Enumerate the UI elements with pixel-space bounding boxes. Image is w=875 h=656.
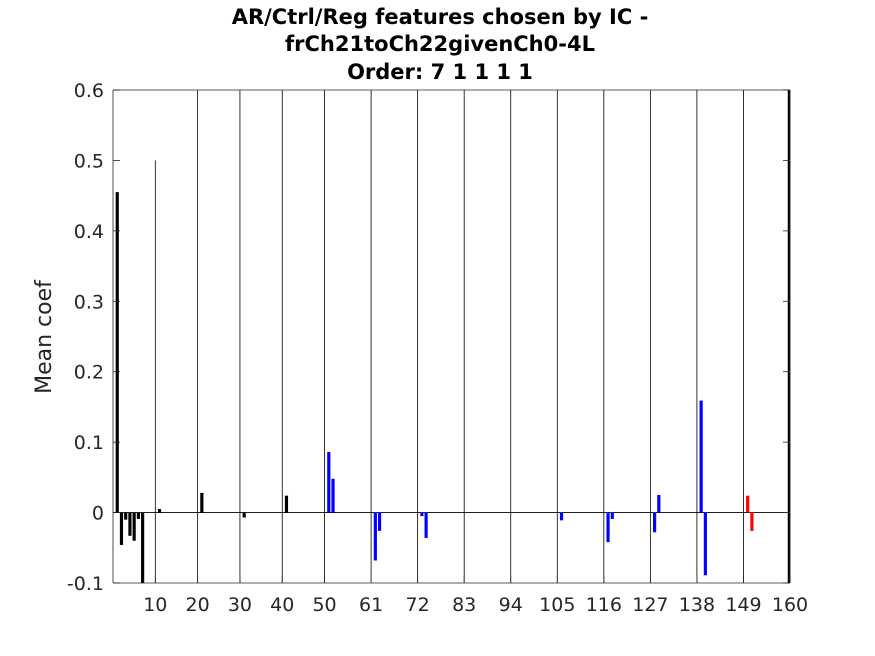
bar <box>559 512 564 521</box>
x-tick-label: 61 <box>359 594 383 616</box>
x-tick-label: 105 <box>539 594 575 616</box>
y-tick-label: 0 <box>92 503 104 525</box>
bar <box>653 512 657 533</box>
x-tick-label: 10 <box>143 594 167 616</box>
bar <box>284 495 289 513</box>
plot-area <box>113 90 790 583</box>
x-ticks: 10 20 30 40 50 61 72 83 94 105 116 127 138 149 160 <box>143 576 808 616</box>
x-tick-label: 138 <box>679 594 715 616</box>
bar <box>327 452 331 513</box>
x-tick-label: 94 <box>499 594 523 616</box>
bar <box>373 512 377 561</box>
bar <box>606 512 610 543</box>
x-tick-label: 40 <box>270 594 294 616</box>
x-tick-label: 72 <box>406 594 430 616</box>
chart-title-line-1: AR/Ctrl/Reg features chosen by IC - <box>232 5 649 29</box>
x-tick-label: 50 <box>312 594 336 616</box>
bar <box>141 512 145 583</box>
x-tick-label: 116 <box>586 594 622 616</box>
bar <box>424 512 428 538</box>
y-tick-label: 0.5 <box>74 150 104 172</box>
x-tick-label: 83 <box>452 594 476 616</box>
chart-title: AR/Ctrl/Reg features chosen by IC - frCh… <box>232 5 649 84</box>
chart-title-line-2: frCh21toCh22givenCh0-4L <box>285 32 595 56</box>
bar <box>136 512 140 519</box>
bar <box>115 192 119 513</box>
y-tick-label: 0.4 <box>74 221 104 243</box>
axes <box>112 89 791 584</box>
y-tick-label: 0.1 <box>74 432 104 454</box>
x-tick-label: 20 <box>186 594 210 616</box>
bar <box>119 512 124 545</box>
bar <box>331 478 335 513</box>
y-tick-label: -0.1 <box>67 573 104 595</box>
bar <box>699 400 703 513</box>
y-tick-label: 0.2 <box>74 362 104 384</box>
bar <box>746 495 750 513</box>
chart-title-line-3: Order: 7 1 1 1 1 <box>347 60 533 84</box>
bar <box>610 512 614 519</box>
x-tick-label: 149 <box>725 594 761 616</box>
bar <box>242 512 246 518</box>
bar <box>377 512 382 531</box>
x-tick-label: 127 <box>632 594 668 616</box>
bar <box>124 512 128 520</box>
y-tick-label: 0.3 <box>74 291 104 313</box>
bars <box>115 192 754 583</box>
grid-lines <box>154 90 791 583</box>
x-tick-label: 30 <box>228 594 252 616</box>
bar <box>750 512 754 531</box>
bar <box>703 512 707 576</box>
x-tick-label: 160 <box>772 594 808 616</box>
y-axis-label: Mean coef <box>32 279 57 394</box>
bar <box>657 494 661 513</box>
bar <box>200 492 204 513</box>
y-tick-label: 0.6 <box>74 80 104 102</box>
bar <box>420 512 424 517</box>
bar <box>128 512 132 536</box>
y-ticks: -0.1 0 0.1 0.2 0.3 0.4 0.5 0.6 <box>67 80 790 595</box>
bar <box>157 509 162 513</box>
bar <box>132 512 136 541</box>
